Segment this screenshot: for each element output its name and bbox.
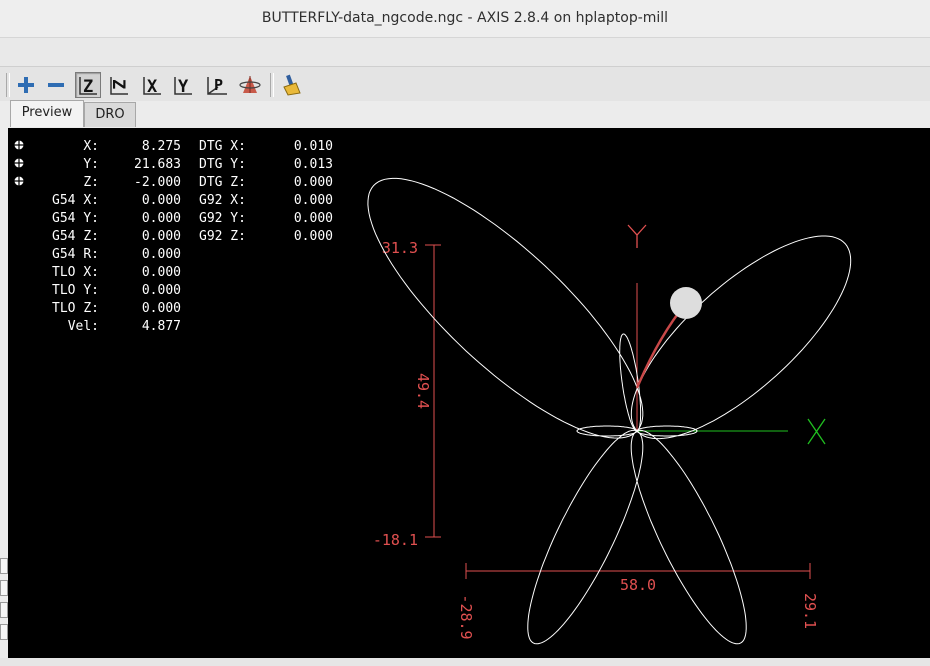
view-z-rotated-icon: Z — [108, 77, 128, 95]
svg-text:P: P — [214, 76, 223, 94]
dro-label: G92 X: — [199, 193, 246, 208]
tab-dro-label: DRO — [95, 107, 125, 122]
tab-dro[interactable]: DRO — [84, 102, 136, 127]
view-z-icon: Z — [79, 77, 97, 96]
dro-label: TLO Y: — [52, 283, 99, 298]
dro-value: 0.000 — [294, 175, 333, 190]
view-y-button[interactable]: Y — [170, 72, 196, 98]
y-extent-dimension — [425, 244, 441, 538]
left-panel-handle[interactable] — [0, 602, 8, 618]
zoom-out-button[interactable] — [43, 72, 69, 98]
window-title: BUTTERFLY-data_ngcode.ngc - AXIS 2.8.4 o… — [261, 10, 669, 26]
preview-plot[interactable]: X: 8.275 DTG X: 0.010 Y: 21.683 DTG Y: 0.013 Z: -… — [8, 128, 930, 658]
view-z-button[interactable]: Z — [75, 72, 101, 98]
dro-value: 0.000 — [142, 193, 181, 208]
dro-value: 0.000 — [142, 283, 181, 298]
dro-value: 0.000 — [142, 301, 181, 316]
x-extent-right-label: 29.1 — [801, 593, 819, 629]
dro-value: 0.000 — [294, 211, 333, 226]
zoom-in-button[interactable] — [13, 72, 39, 98]
dro-label: DTG Y: — [199, 157, 246, 172]
tab-preview-label: Preview — [21, 105, 73, 120]
svg-text:X: X — [147, 77, 158, 96]
x-extent-length-label: 58.0 — [620, 576, 656, 594]
homed-icon — [13, 139, 25, 151]
dro-value: 0.000 — [294, 229, 333, 244]
rotate-view-button[interactable] — [237, 72, 263, 98]
toolbar-separator — [6, 73, 10, 97]
y-extent-length-label: 49.4 — [414, 373, 432, 409]
toolbar: Z Z X Y P — [0, 67, 930, 101]
x-extent-dimension — [465, 563, 811, 579]
dro-label: G92 Z: — [199, 229, 246, 244]
status-bar — [0, 658, 930, 666]
dro-label: G54 R: — [52, 247, 99, 262]
dro-value: 0.000 — [294, 193, 333, 208]
preview-canvas[interactable]: X: 8.275 DTG X: 0.010 Y: 21.683 DTG Y: 0.013 Z: -… — [8, 128, 930, 658]
dro-value: 0.000 — [142, 247, 181, 262]
tool-position-marker — [670, 287, 702, 319]
view-p-icon: P — [207, 76, 227, 95]
dro-label: Y: — [83, 157, 99, 172]
x-extent-left-label: -28.9 — [457, 594, 475, 639]
left-panel-handle[interactable] — [0, 580, 8, 596]
toolpath — [367, 177, 852, 645]
dro-overlay: X: 8.275 DTG X: 0.010 Y: 21.683 DTG Y: 0.013 Z: -… — [13, 139, 333, 334]
zoom-in-icon — [18, 77, 34, 93]
view-x-button[interactable]: X — [139, 72, 165, 98]
y-extent-top-label: 31.3 — [382, 239, 418, 257]
dro-value: 4.877 — [142, 319, 181, 334]
dro-label: G54 X: — [52, 193, 99, 208]
view-p-button[interactable]: P — [204, 72, 230, 98]
view-x-icon: X — [143, 77, 161, 96]
svg-text:Z: Z — [108, 79, 128, 89]
dro-value: 0.013 — [294, 157, 333, 172]
dro-value: -2.000 — [134, 175, 181, 190]
title-bar: BUTTERFLY-data_ngcode.ngc - AXIS 2.8.4 o… — [0, 0, 930, 38]
dro-label: Z: — [83, 175, 99, 190]
clear-backplot-icon — [283, 74, 301, 96]
rotate-view-icon — [239, 76, 261, 93]
toolbar-separator — [270, 73, 274, 97]
dro-value: 0.010 — [294, 139, 333, 154]
svg-text:Y: Y — [178, 77, 189, 96]
menu-bar — [0, 38, 930, 67]
x-axis-label — [807, 418, 826, 445]
homed-icon — [13, 157, 25, 169]
dro-value: 0.000 — [142, 229, 181, 244]
dro-label: G54 Z: — [52, 229, 99, 244]
dro-label: DTG X: — [199, 139, 246, 154]
dro-label: Vel: — [68, 319, 99, 334]
tab-preview[interactable]: Preview — [10, 100, 84, 127]
dro-label: TLO Z: — [52, 301, 99, 316]
dro-value: 0.000 — [142, 211, 181, 226]
y-extent-bottom-label: -18.1 — [373, 531, 418, 549]
dro-label: G54 Y: — [52, 211, 99, 226]
dro-value: 0.000 — [142, 265, 181, 280]
view-y-icon: Y — [174, 77, 192, 96]
dro-value: 21.683 — [134, 157, 181, 172]
dro-label: TLO X: — [52, 265, 99, 280]
dro-label: DTG Z: — [199, 175, 246, 190]
dro-label: X: — [83, 139, 99, 154]
svg-text:Z: Z — [83, 77, 93, 96]
view-z-rotated-button[interactable]: Z — [106, 72, 132, 98]
left-panel-edge — [0, 128, 8, 666]
clear-backplot-button[interactable] — [278, 72, 304, 98]
zoom-out-icon — [48, 83, 64, 87]
y-axis-label — [627, 224, 647, 248]
dro-value: 8.275 — [142, 139, 181, 154]
left-panel-handle[interactable] — [0, 558, 8, 574]
left-panel-handle[interactable] — [0, 624, 8, 640]
dro-label: G92 Y: — [199, 211, 246, 226]
homed-icon — [13, 175, 25, 187]
